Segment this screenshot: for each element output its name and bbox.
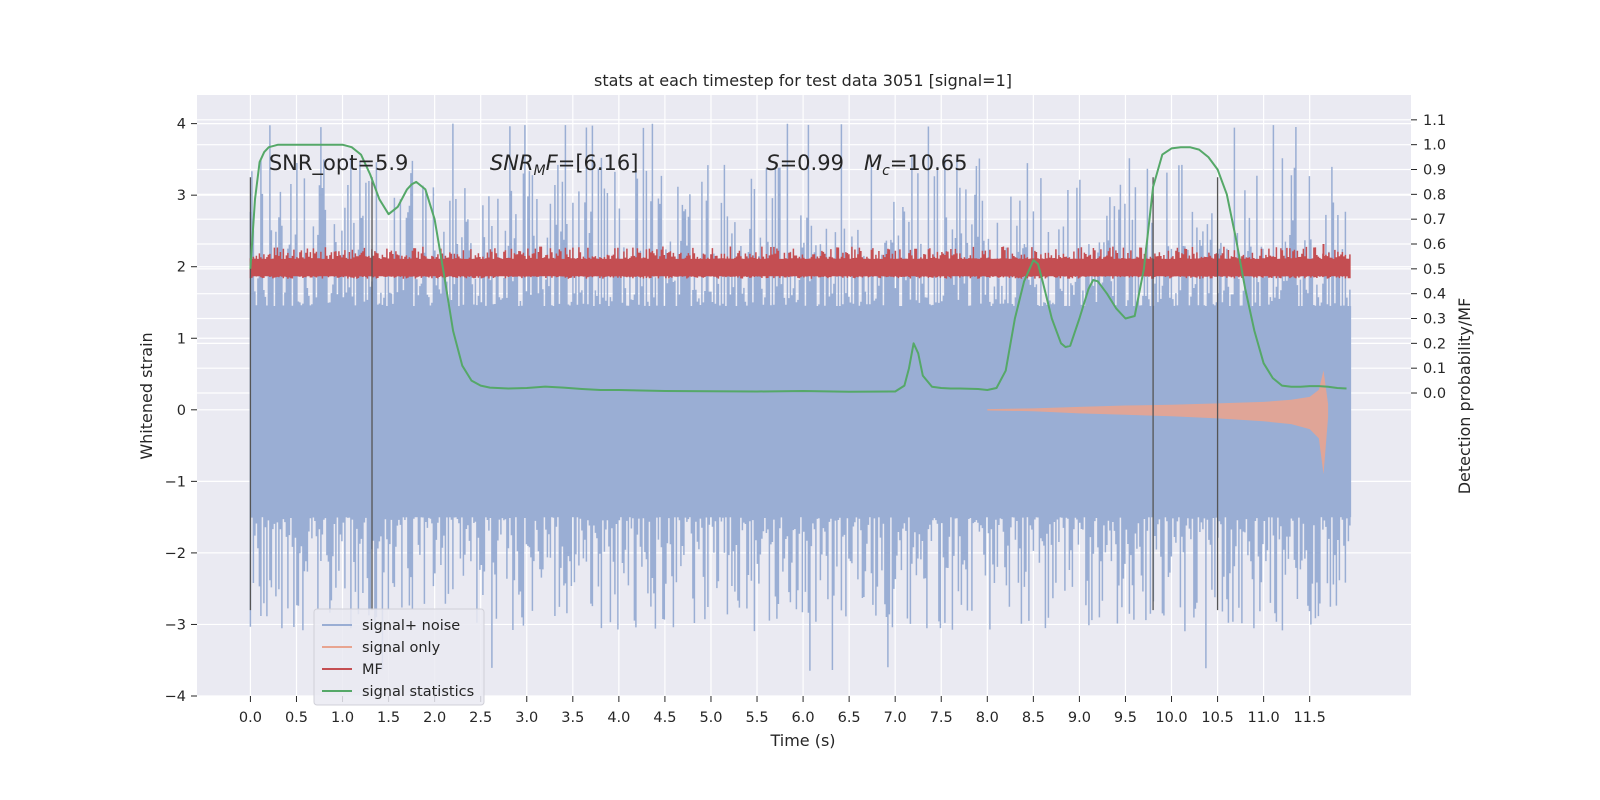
y-right-tick-label: 0.4 [1423,287,1446,303]
annotation-part: =10.65 [890,151,968,175]
x-tick-label: 4.5 [653,710,676,726]
x-tick-label: 0.5 [285,710,308,726]
annotation-part: SNR_opt=5.9 [269,151,409,176]
legend-label: signal only [362,640,441,656]
series-signal-statistics [249,143,1347,393]
legend-label: MF [362,662,383,678]
legend-box [313,608,485,706]
y-right-tick-label: 1.0 [1423,138,1446,154]
annotation: SNRMF=[6.16] [490,151,639,179]
annotation-part: M [534,163,546,179]
y-right-tick-label: 0.1 [1423,361,1446,377]
y-tick-label: −1 [165,474,186,490]
y-right-tick-label: 0.7 [1423,212,1446,228]
y-right-tick-label: 0.0 [1423,386,1446,402]
y-right-tick-label: 0.2 [1423,336,1446,352]
y-right-tick-label: 0.9 [1423,163,1446,179]
x-tick-label: 7.0 [884,710,907,726]
x-axis-label: Time (s) [769,731,835,750]
annotation: S=0.99 Mc=10.65 [766,151,967,179]
y-tick-label: 1 [177,331,186,347]
y-tick-label: −2 [165,546,186,562]
legend-label: signal statistics [362,684,474,700]
x-tick-label: 5.5 [745,710,768,726]
x-tick-label: 6.5 [838,710,861,726]
x-tick-label: 1.5 [377,710,400,726]
x-tick-label: 3.5 [561,710,584,726]
x-tick-label: 8.5 [1022,710,1045,726]
annotation-part: SNR [490,151,534,175]
x-tick-label: 1.0 [331,710,354,726]
y-axis-right-label: Detection probability/MF [1455,298,1474,495]
x-tick-label: 0.0 [239,710,262,726]
x-tick-label: 9.5 [1114,710,1137,726]
annotation: SNR_opt=5.9 [269,151,409,176]
y-right-tick-label: 0.8 [1423,187,1446,203]
y-tick-label: 4 [177,117,186,133]
y-right-tick-label: 1.1 [1423,113,1446,129]
x-tick-label: 10.5 [1201,710,1233,726]
y-tick-label: 3 [177,188,186,204]
annotation-part: S [766,151,779,175]
annotation-part: c [882,163,890,179]
y-axis-label: Whitened strain [137,332,156,459]
y-tick-label: −4 [165,689,186,705]
annotation-part: M [864,151,882,175]
x-tick-label: 5.0 [699,710,722,726]
y-tick-label: 2 [177,260,186,276]
x-tick-label: 7.5 [930,710,953,726]
x-tick-label: 2.0 [423,710,446,726]
x-tick-label: 10.0 [1155,710,1187,726]
y-right-tick-label: 0.5 [1423,262,1446,278]
x-tick-label: 6.0 [792,710,815,726]
y-tick-label: 0 [177,403,186,419]
y-right-tick-label: 0.3 [1423,312,1446,328]
x-tick-label: 11.5 [1294,710,1326,726]
y-right-tick-label: 0.6 [1423,237,1446,253]
x-tick-label: 3.0 [515,710,538,726]
x-tick-label: 4.0 [607,710,630,726]
x-tick-label: 11.0 [1247,710,1279,726]
annotation-part: =[6.16] [558,151,639,175]
annotation-part: F [546,151,559,175]
x-tick-label: 8.0 [976,710,999,726]
x-tick-label: 9.0 [1068,710,1091,726]
x-tick-label: 2.5 [469,710,492,726]
legend-label: signal+ noise [362,618,460,634]
chart-title: stats at each timestep for test data 305… [594,71,1012,90]
y-tick-label: −3 [165,617,186,633]
annotation-part: =0.99 [780,151,864,175]
